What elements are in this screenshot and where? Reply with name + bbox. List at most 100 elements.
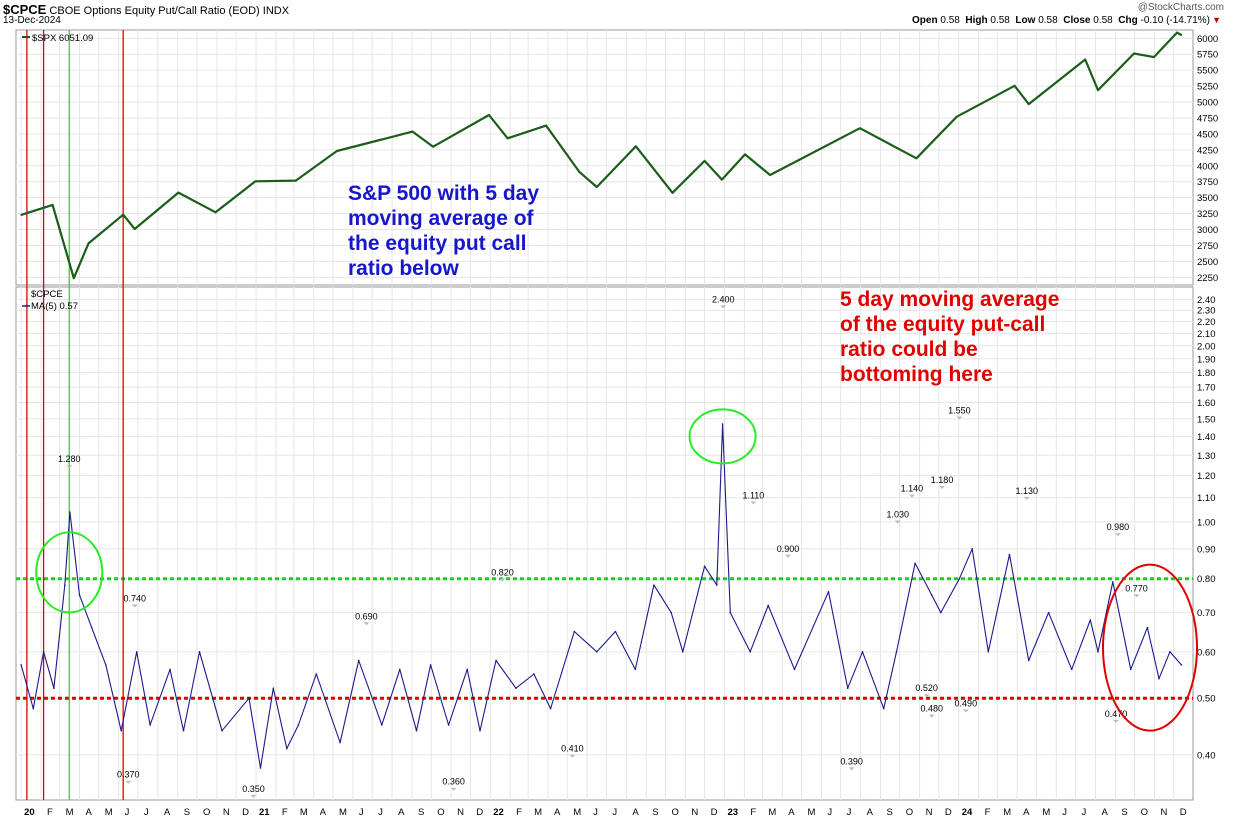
x-axis-month-label: N xyxy=(457,807,464,818)
x-axis-month-label: A xyxy=(788,807,795,818)
cpce-data-label-marker xyxy=(939,485,946,489)
ma5-point xyxy=(653,584,655,586)
x-axis-month-label: J xyxy=(1082,807,1087,818)
spx-y-tick-label: 4250 xyxy=(1197,145,1218,156)
x-axis-month-label: A xyxy=(164,807,171,818)
x-axis-month-label: O xyxy=(906,807,913,818)
ma5-point xyxy=(69,511,71,513)
x-axis-month-label: M xyxy=(1042,807,1050,818)
cpce-data-label: 0.480 xyxy=(921,704,944,714)
spx-y-tick-label: 3250 xyxy=(1197,209,1218,220)
cpce-data-label: 1.030 xyxy=(887,509,910,519)
low-value: 0.58 xyxy=(1038,15,1058,26)
spx-point xyxy=(721,178,723,181)
ma5-point xyxy=(861,651,864,653)
spx-point xyxy=(635,145,637,148)
cpce-y-tick-label: 2.10 xyxy=(1197,329,1216,340)
cpce-data-label: 0.770 xyxy=(1125,583,1148,593)
spx-point xyxy=(1027,103,1030,106)
spx-y-tick-label: 2750 xyxy=(1197,241,1218,252)
ma5-point xyxy=(1047,611,1050,614)
cpce-data-label-marker xyxy=(928,714,935,718)
x-axis-month-label: A xyxy=(867,807,874,818)
ma5-point xyxy=(259,767,262,769)
cpce-data-label: 0.410 xyxy=(561,744,584,754)
chg-value: -0.10 (-14.71%) xyxy=(1140,15,1210,26)
spx-y-tick-label: 5750 xyxy=(1197,50,1218,61)
ma5-point xyxy=(1129,668,1132,671)
cpce-data-label: 0.360 xyxy=(442,777,465,787)
cpce-data-label-marker xyxy=(1133,594,1140,598)
x-axis-year-label: 20 xyxy=(24,807,35,818)
x-axis-month-label: M xyxy=(339,807,347,818)
x-axis-month-label: D xyxy=(242,807,249,818)
chart-header: $CPCE CBOE Options Equity Put/Call Ratio… xyxy=(3,2,289,17)
ma5-point xyxy=(53,687,55,690)
ma5-point xyxy=(466,668,468,671)
x-axis-month-label: M xyxy=(1003,807,1011,818)
x-axis-month-label: N xyxy=(1160,807,1167,818)
spx-point xyxy=(432,145,435,148)
cpce-data-label: 0.470 xyxy=(1105,709,1128,719)
x-axis-month-label: J xyxy=(125,807,130,818)
ma5-point xyxy=(1089,619,1092,621)
cpce-y-tick-label: 0.40 xyxy=(1197,750,1216,761)
spx-point xyxy=(122,213,125,216)
blue-annotation: S&P 500 with 5 day moving average of the… xyxy=(348,181,539,281)
red-annotation-line: ratio could be xyxy=(840,338,978,361)
spx-point xyxy=(87,242,90,245)
cpce-data-label: 1.140 xyxy=(901,484,924,494)
ma5-point xyxy=(272,687,275,690)
cpce-y-tick-label: 1.40 xyxy=(1197,432,1216,443)
x-axis-month-label: S xyxy=(886,807,892,818)
ma5-point xyxy=(381,724,383,726)
ma5-point xyxy=(149,724,151,726)
ma5-point xyxy=(221,729,223,732)
blue-annotation-line: S&P 500 with 5 day xyxy=(348,182,540,205)
exchange: INDX xyxy=(262,5,290,17)
cpce-y-tick-label: 1.50 xyxy=(1197,414,1216,425)
x-axis-month-label: A xyxy=(86,807,93,818)
low-label: Low xyxy=(1015,15,1036,26)
open-value: 0.58 xyxy=(940,15,960,26)
cpce-legend-label: $CPCE xyxy=(31,289,63,300)
cpce-data-label: 1.550 xyxy=(948,406,971,416)
ma5-point xyxy=(573,630,576,633)
cpce-data-label-marker xyxy=(363,622,370,626)
ma5-point xyxy=(357,659,360,662)
cpce-data-label: 1.110 xyxy=(742,490,764,500)
spx-point xyxy=(1176,31,1178,34)
ma5-point xyxy=(78,594,81,596)
ma5-point xyxy=(90,626,93,629)
x-axis-month-label: M xyxy=(300,807,308,818)
spx-y-tick-label: 3500 xyxy=(1197,193,1218,204)
spx-point xyxy=(294,179,297,182)
x-axis-month-label: N xyxy=(926,807,933,818)
high-label: High xyxy=(965,15,988,26)
spx-point xyxy=(545,124,547,127)
x-axis-year-label: 22 xyxy=(493,807,504,818)
spx-point xyxy=(51,204,54,206)
spx-panel-frame xyxy=(15,29,1194,286)
cpce-y-tick-label: 2.40 xyxy=(1197,295,1216,306)
spx-y-tick-label: 5250 xyxy=(1197,82,1218,93)
ma5-point xyxy=(670,611,673,614)
spx-point xyxy=(859,127,861,130)
spx-y-tick-label: 3000 xyxy=(1197,225,1218,236)
spx-y-tick-label: 6000 xyxy=(1197,34,1218,45)
cpce-data-label: 0.820 xyxy=(491,567,514,577)
ma5-point xyxy=(716,584,718,586)
red-annotation-line: of the equity put-call xyxy=(840,313,1046,336)
ma5-point xyxy=(169,668,171,671)
cpce-data-label-marker xyxy=(450,787,457,791)
cpce-data-label: 1.130 xyxy=(1016,486,1039,496)
ma5-point xyxy=(549,707,552,710)
ma5-point xyxy=(767,604,769,607)
x-axis-month-label: J xyxy=(359,807,364,818)
x-axis-month-label: O xyxy=(1141,807,1148,818)
cpce-y-tick-label: 1.20 xyxy=(1197,471,1216,482)
ma5-legend-label: MA(5) 0.57 xyxy=(31,301,78,312)
x-axis-month-label: J xyxy=(1062,807,1067,818)
open-label: Open xyxy=(912,15,938,26)
